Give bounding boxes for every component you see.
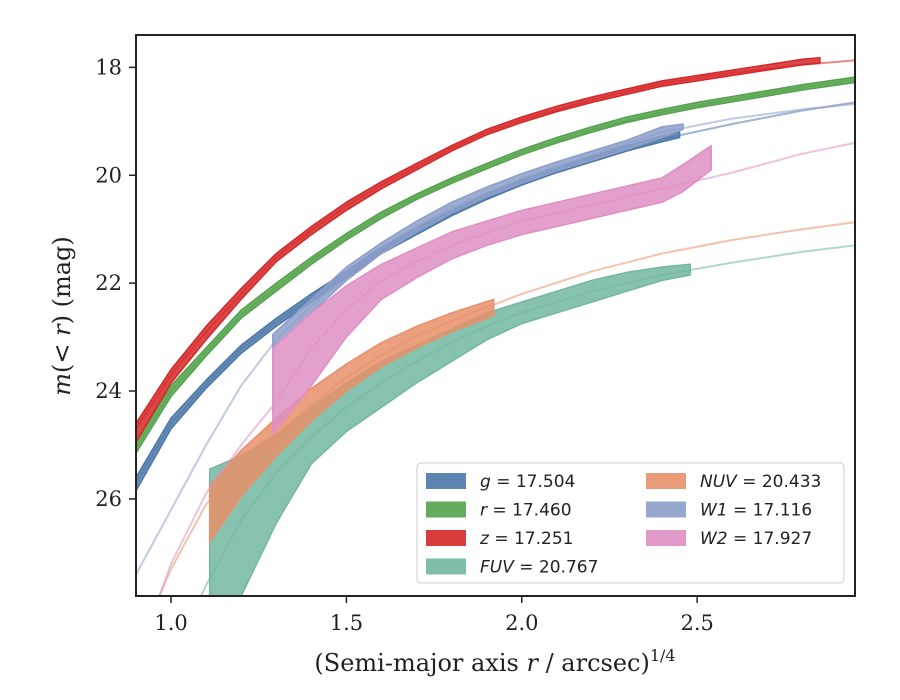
band-w2	[272, 144, 712, 435]
legend-swatch-w2	[646, 530, 686, 546]
x-tick-label: 2.0	[505, 611, 538, 635]
legend-swatch-fuv	[426, 558, 466, 575]
legend-swatch-w1	[646, 501, 686, 518]
legend-label-g: g = 17.504	[480, 472, 575, 492]
band-r	[136, 76, 855, 454]
legend-label-w2: W2 = 17.927	[700, 529, 812, 549]
x-tick-label: 1.5	[330, 611, 363, 635]
legend-label-z: z = 17.251	[479, 529, 573, 549]
x-tick-label: 2.5	[680, 611, 713, 635]
legend: g = 17.504 r = 17.460 z = 17.251 FUV = 20.7…	[416, 462, 845, 584]
y-axis-label: m(< r) (mag)	[48, 236, 76, 396]
x-axis-label: (Semi-major axis r / arcsec)1/4	[314, 646, 675, 677]
plot-frame	[135, 34, 856, 597]
y-tick-label: 24	[95, 379, 122, 403]
legend-swatch-g	[426, 473, 466, 489]
legend-swatch-r	[426, 501, 466, 518]
y-axis-ticks: 18 20 22 24 26	[95, 55, 136, 511]
legend-frame	[416, 462, 845, 584]
y-tick-label: 18	[95, 55, 122, 79]
legend-label-w1: W1 = 17.116	[700, 501, 812, 521]
legend-label-r: r = 17.460	[480, 501, 572, 521]
y-tick-label: 26	[95, 487, 122, 511]
series-layer	[136, 56, 855, 596]
legend-label-fuv: FUV = 20.767	[480, 558, 598, 578]
legend-label-nuv: NUV = 20.433	[700, 472, 821, 492]
legend-swatch-z	[426, 530, 466, 546]
x-tick-label: 1.0	[154, 611, 187, 635]
band-z	[136, 56, 821, 444]
x-axis-ticks: 1.0 1.5 2.0 2.5	[154, 596, 714, 635]
y-tick-label: 20	[95, 163, 122, 187]
y-tick-label: 22	[95, 271, 122, 295]
band-nuv	[208, 298, 495, 543]
band-w1	[272, 123, 684, 349]
legend-swatch-nuv	[646, 473, 686, 489]
